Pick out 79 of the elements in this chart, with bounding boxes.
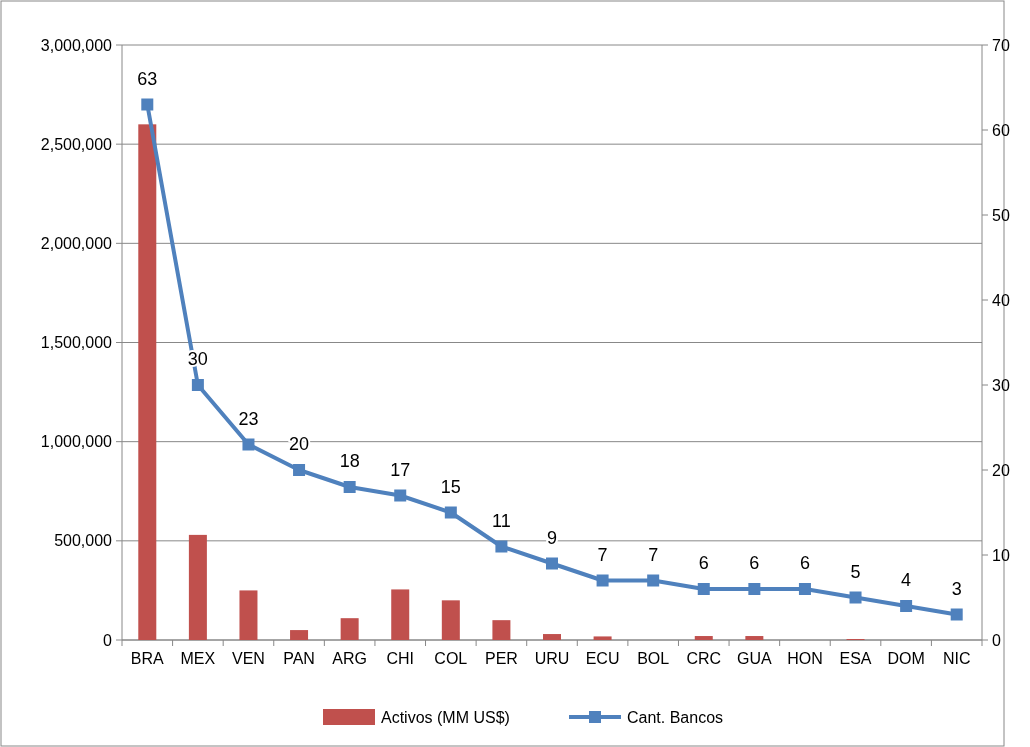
x-tick-label: MEX	[180, 650, 216, 667]
data-label: 4	[901, 570, 912, 590]
legend-label: Activos (MM US$)	[381, 708, 510, 726]
x-tick-label: BRA	[130, 650, 165, 667]
y-tick-label: 1,000,000	[40, 433, 113, 451]
x-tick-label: VEN	[232, 650, 265, 667]
point	[495, 540, 508, 553]
point	[748, 583, 761, 595]
data-label: 6	[698, 553, 709, 573]
y-tick-label: 2,000,000	[40, 234, 113, 252]
data-label: 18	[339, 451, 360, 471]
data-label: 23	[238, 408, 259, 429]
point	[191, 379, 204, 391]
y2-tick-label: 50	[992, 206, 1010, 224]
point	[798, 583, 811, 595]
point	[444, 506, 457, 519]
data-label: 63	[137, 68, 158, 89]
legend-label: Cant. Bancos	[627, 708, 724, 726]
data-label: 9	[546, 527, 558, 548]
point	[950, 608, 963, 621]
point	[596, 574, 609, 587]
bar	[340, 618, 359, 640]
x-tick-label: BOL	[637, 650, 670, 667]
bar	[745, 636, 764, 640]
x-tick-label: ARG	[332, 650, 367, 667]
data-label: 20	[289, 434, 310, 454]
y2-tick-label: 10	[992, 546, 1010, 564]
x-tick-label: DOM	[887, 650, 925, 667]
y-tick-label: 2,500,000	[40, 135, 113, 153]
bar	[593, 636, 612, 640]
x-tick-label: PER	[484, 650, 518, 667]
y-tick-label: 0	[103, 631, 113, 649]
y2-tick-label: 60	[992, 121, 1010, 139]
y-tick-label: 3,000,000	[40, 36, 113, 54]
data-label: 6	[749, 553, 760, 573]
data-label: 15	[440, 476, 461, 497]
bar	[694, 636, 713, 640]
y2-tick-label: 40	[992, 291, 1010, 309]
data-label: 7	[597, 544, 608, 565]
bar	[239, 590, 258, 640]
y2-tick-label: 0	[992, 631, 1001, 649]
x-tick-label: URU	[534, 650, 570, 667]
point	[242, 438, 255, 451]
bar	[441, 600, 460, 640]
point	[900, 600, 913, 612]
x-tick-label: PAN	[283, 650, 315, 667]
x-tick-label: NIC	[942, 650, 971, 667]
y2-tick-label: 70	[992, 36, 1010, 54]
bar	[290, 630, 309, 640]
x-tick-label: HON	[787, 650, 823, 667]
y-tick-label: 500,000	[54, 532, 113, 550]
data-label: 11	[492, 510, 511, 531]
point	[141, 98, 154, 111]
data-label: 5	[850, 561, 861, 582]
data-label: 6	[799, 553, 810, 573]
x-tick-label: CHI	[386, 650, 415, 667]
x-tick-label: GUA	[737, 650, 773, 667]
x-tick-label: ESA	[839, 650, 872, 667]
bar	[188, 534, 207, 640]
point	[293, 464, 306, 476]
point	[849, 591, 862, 604]
x-tick-label: CRC	[686, 650, 722, 667]
point	[697, 583, 710, 595]
y2-tick-label: 20	[992, 461, 1010, 479]
y2-tick-label: 30	[992, 376, 1010, 394]
point	[394, 489, 407, 502]
x-tick-label: COL	[434, 650, 468, 667]
x-tick-label: ECU	[585, 650, 620, 667]
data-label: 17	[390, 459, 411, 480]
data-label: 7	[648, 544, 659, 565]
data-label: 3	[951, 578, 962, 599]
bar	[138, 124, 157, 640]
point	[546, 557, 558, 570]
bar	[391, 589, 410, 640]
point	[343, 481, 356, 493]
bar	[543, 634, 561, 640]
point	[647, 574, 660, 587]
y-tick-label: 1,500,000	[40, 334, 113, 352]
bar	[492, 620, 511, 640]
